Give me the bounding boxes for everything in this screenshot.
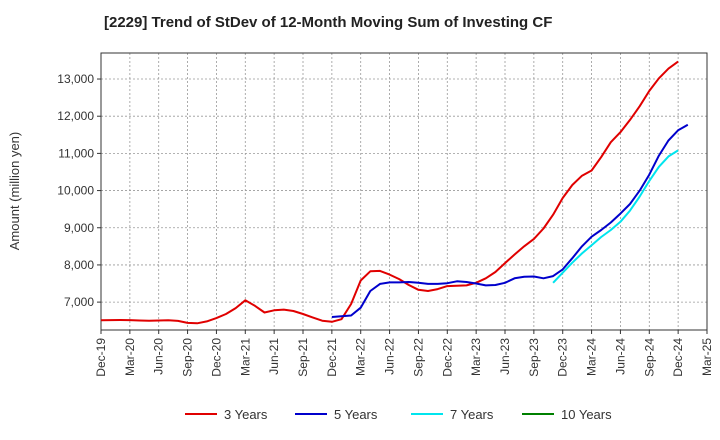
y-tick-label: 13,000: [57, 72, 94, 86]
y-tick-label: 10,000: [57, 184, 94, 198]
y-tick-label: 8,000: [64, 258, 94, 272]
y-tick-label: 12,000: [57, 109, 94, 123]
x-tick-label: Jun-24: [613, 338, 627, 375]
x-tick-label: Sep-24: [642, 338, 656, 377]
x-tick-label: Dec-19: [94, 338, 108, 377]
x-tick-label: Dec-23: [556, 338, 570, 377]
legend-label: 7 Years: [450, 407, 494, 422]
series-line-3-years: [100, 60, 679, 325]
y-tick-label: 7,000: [64, 295, 94, 309]
x-tick-label: Dec-21: [325, 338, 339, 377]
series-line-7-years: [552, 149, 679, 284]
y-axis-ticks: 7,000 8,000 9,000 10,000 11,000 12,000 13,000: [57, 72, 101, 309]
x-tick-label: Dec-24: [671, 338, 685, 377]
x-tick-label: Dec-22: [440, 338, 454, 377]
x-tick-label: Sep-21: [296, 338, 310, 377]
series-lines: [100, 60, 689, 325]
y-axis-label: Amount (million yen): [7, 132, 22, 251]
x-tick-label: Sep-23: [527, 338, 541, 377]
legend: 3 Years 5 Years 7 Years 10 Years: [185, 407, 612, 422]
x-tick-label: Mar-22: [354, 338, 368, 376]
x-tick-label: Mar-20: [123, 338, 137, 376]
x-tick-label: Sep-22: [411, 338, 425, 377]
grid-lines: [100, 53, 708, 330]
x-tick-label: Jun-21: [267, 338, 281, 375]
series-line-5-years: [331, 123, 689, 318]
y-tick-label: 11,000: [58, 146, 94, 160]
x-tick-label: Dec-20: [209, 338, 223, 377]
x-axis-ticks: Dec-19 Mar-20 Jun-20 Sep-20 Dec-20 Mar-21 Jun-…: [94, 330, 714, 377]
x-tick-label: Mar-25: [700, 338, 714, 376]
legend-label: 3 Years: [224, 407, 268, 422]
x-tick-label: Jun-23: [498, 338, 512, 375]
x-tick-label: Mar-24: [585, 338, 599, 376]
y-tick-label: 9,000: [64, 221, 94, 235]
plot-area: [100, 52, 708, 331]
x-tick-label: Mar-21: [238, 338, 252, 376]
legend-label: 5 Years: [334, 407, 378, 422]
x-tick-label: Sep-20: [181, 338, 195, 377]
legend-label: 10 Years: [561, 407, 612, 422]
chart-title: [2229] Trend of StDev of 12-Month Moving…: [104, 14, 553, 31]
x-tick-label: Mar-23: [469, 338, 483, 376]
x-tick-label: Jun-22: [383, 338, 397, 375]
x-tick-label: Jun-20: [152, 338, 166, 375]
